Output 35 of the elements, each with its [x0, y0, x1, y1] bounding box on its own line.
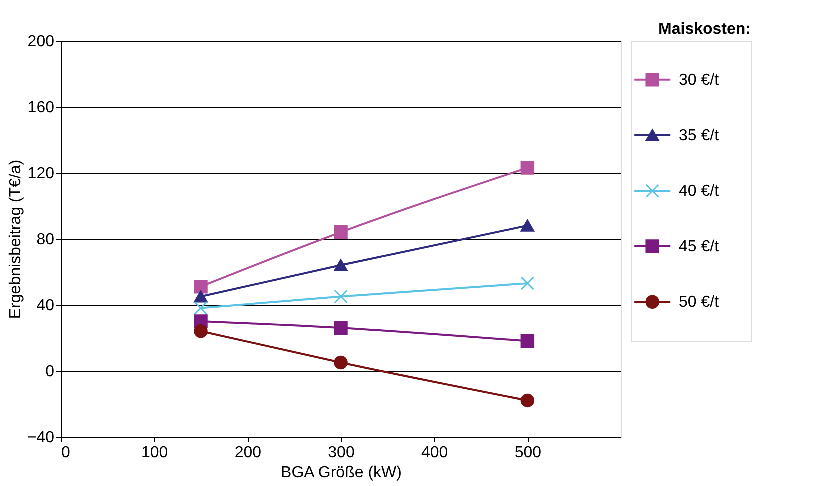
point — [334, 356, 348, 370]
point — [520, 394, 535, 408]
point — [334, 259, 348, 272]
x-tick-label: 200 — [234, 444, 262, 462]
y-tick-label: 120 — [28, 166, 55, 182]
legend-label: 45 €/t — [679, 238, 720, 256]
x-tick-label: 0 — [62, 444, 70, 462]
y-tick-label: −40 — [27, 430, 55, 446]
x-tick-label: 400 — [421, 444, 448, 462]
y-tick-label: 80 — [36, 232, 55, 248]
legend-title: Maiskosten: — [658, 21, 751, 38]
legend-label: 30 €/t — [679, 72, 720, 89]
x-axis-title: BGA Größe (kW) — [281, 464, 402, 482]
x-tick-label: 100 — [141, 444, 168, 462]
point — [334, 226, 348, 240]
point — [520, 276, 535, 290]
legend-label: 35 €/t — [679, 127, 720, 144]
legend-label: 40 €/t — [679, 183, 720, 200]
y-tick-label: 200 — [28, 34, 55, 50]
y-tick-label: 0 — [46, 364, 55, 380]
y-tick-label: 160 — [28, 100, 55, 116]
y-axis-title: Ergebnisbeitrag (T€/a) — [7, 160, 24, 320]
legend-label: 50 €/t — [679, 294, 720, 312]
y-tick-label: 40 — [36, 298, 55, 314]
point — [520, 220, 535, 232]
point — [194, 290, 208, 303]
point — [194, 301, 208, 316]
point — [520, 334, 535, 348]
point — [334, 321, 348, 335]
point — [334, 290, 348, 304]
x-tick-label: 300 — [328, 444, 355, 462]
point — [194, 324, 208, 338]
point — [194, 280, 208, 294]
x-tick-label: 500 — [514, 444, 542, 462]
point — [520, 161, 535, 175]
